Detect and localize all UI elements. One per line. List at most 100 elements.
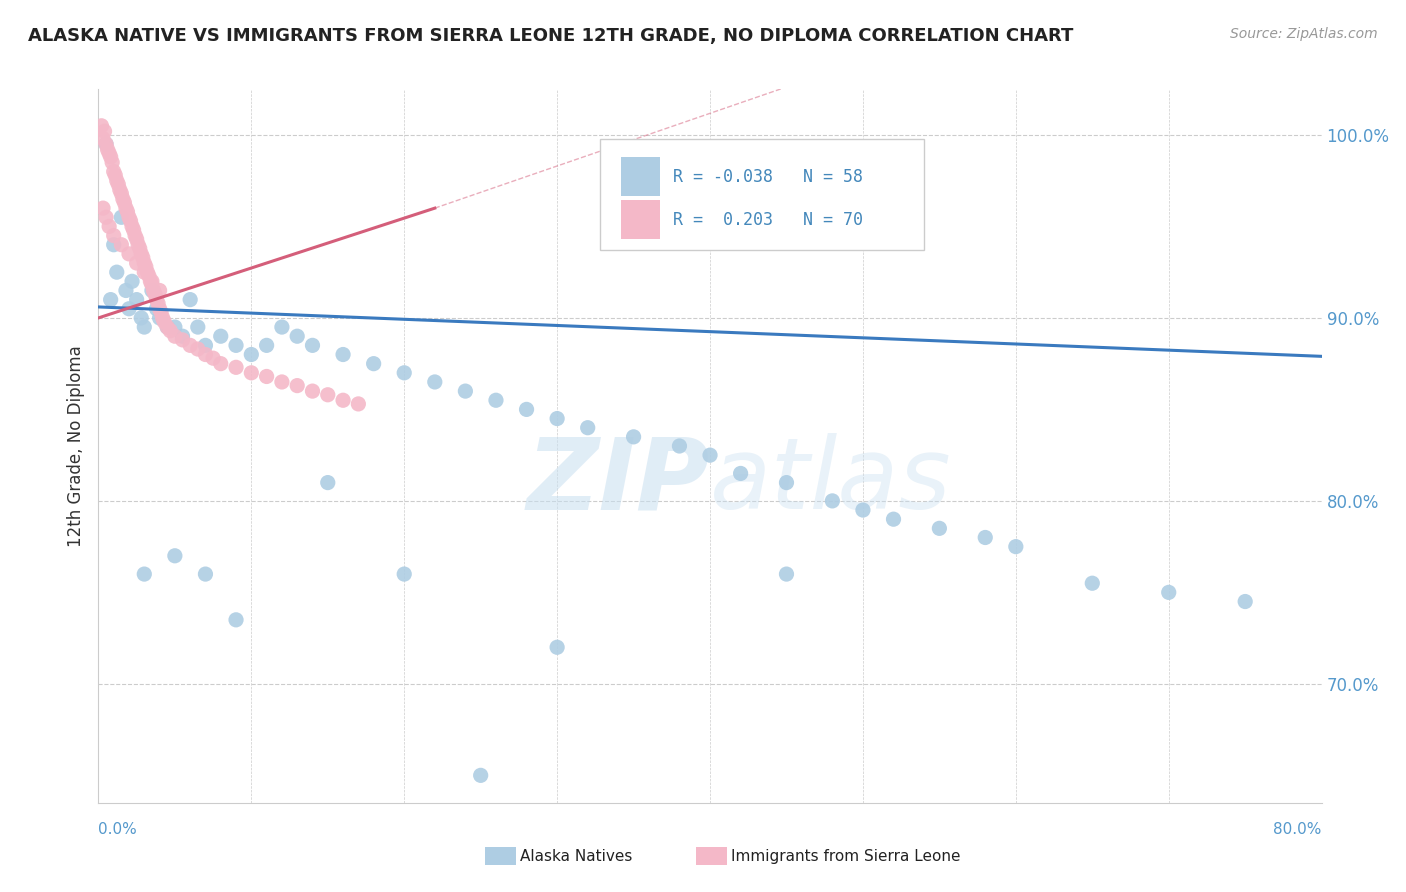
Point: [125, 256, 148, 270]
Text: Alaska Natives: Alaska Natives: [520, 849, 633, 863]
Point: [118, 247, 141, 261]
Point: [576, 420, 599, 434]
FancyBboxPatch shape: [600, 139, 924, 250]
Point: [98, 146, 121, 161]
Point: [141, 274, 163, 288]
Point: [118, 211, 141, 225]
Point: [146, 296, 169, 310]
Point: [423, 375, 446, 389]
Point: [852, 503, 875, 517]
Point: [91, 201, 114, 215]
Point: [128, 241, 150, 255]
Point: [129, 310, 152, 325]
Point: [1081, 576, 1104, 591]
Point: [209, 357, 232, 371]
Point: [332, 393, 354, 408]
Point: [103, 228, 125, 243]
Point: [225, 338, 247, 352]
Point: [156, 320, 179, 334]
Point: [139, 274, 162, 288]
Point: [285, 378, 308, 392]
Point: [94, 137, 117, 152]
Point: [152, 310, 174, 325]
Point: [179, 338, 201, 352]
Point: [623, 430, 645, 444]
Point: [100, 293, 122, 307]
Point: [132, 251, 155, 265]
Point: [129, 247, 152, 261]
Point: [256, 369, 278, 384]
Point: [134, 265, 156, 279]
Point: [928, 521, 950, 535]
Point: [110, 211, 132, 225]
Point: [110, 237, 132, 252]
Point: [91, 131, 114, 145]
Point: [142, 284, 165, 298]
Point: [202, 351, 225, 366]
Text: ZIP: ZIP: [527, 434, 710, 530]
Text: R =  0.203   N = 70: R = 0.203 N = 70: [673, 211, 863, 228]
Point: [107, 178, 129, 192]
Point: [470, 768, 492, 782]
Point: [163, 320, 186, 334]
Point: [138, 268, 160, 283]
Point: [118, 301, 141, 316]
Text: ALASKA NATIVE VS IMMIGRANTS FROM SIERRA LEONE 12TH GRADE, NO DIPLOMA CORRELATION: ALASKA NATIVE VS IMMIGRANTS FROM SIERRA …: [28, 27, 1074, 45]
Point: [135, 260, 157, 274]
Point: [225, 360, 247, 375]
Point: [149, 301, 172, 316]
Point: [104, 168, 127, 182]
Point: [101, 155, 124, 169]
Point: [90, 119, 112, 133]
Point: [145, 301, 167, 316]
Point: [392, 366, 416, 380]
Point: [124, 228, 146, 243]
Point: [974, 531, 997, 545]
Point: [122, 223, 145, 237]
Point: [821, 494, 844, 508]
Point: [156, 320, 179, 334]
Point: [668, 439, 690, 453]
Point: [256, 338, 278, 352]
Point: [730, 467, 752, 481]
Point: [699, 448, 721, 462]
Point: [172, 329, 194, 343]
Point: [141, 284, 163, 298]
Point: [153, 315, 176, 329]
Point: [775, 567, 797, 582]
Text: Source: ZipAtlas.com: Source: ZipAtlas.com: [1230, 27, 1378, 41]
Point: [546, 640, 568, 655]
Point: [883, 512, 905, 526]
Point: [150, 305, 173, 319]
Text: 80.0%: 80.0%: [1274, 822, 1322, 837]
Point: [485, 393, 508, 408]
Point: [363, 357, 385, 371]
Point: [105, 174, 128, 188]
Point: [516, 402, 538, 417]
Point: [1234, 594, 1257, 608]
Point: [546, 411, 568, 425]
Point: [301, 384, 323, 398]
Point: [117, 204, 139, 219]
Point: [775, 475, 797, 490]
Point: [125, 293, 148, 307]
Point: [285, 329, 308, 343]
Point: [103, 237, 125, 252]
Point: [454, 384, 477, 398]
Point: [270, 375, 292, 389]
Point: [98, 219, 121, 234]
Point: [172, 333, 194, 347]
Point: [149, 310, 172, 325]
Point: [127, 237, 149, 252]
Text: atlas: atlas: [710, 434, 952, 530]
Point: [1004, 540, 1026, 554]
Point: [134, 567, 156, 582]
Point: [121, 274, 143, 288]
Point: [209, 329, 232, 343]
Text: Immigrants from Sierra Leone: Immigrants from Sierra Leone: [731, 849, 960, 863]
FancyBboxPatch shape: [620, 157, 659, 196]
Point: [120, 214, 142, 228]
Y-axis label: 12th Grade, No Diploma: 12th Grade, No Diploma: [66, 345, 84, 547]
Point: [332, 347, 354, 361]
Point: [194, 347, 217, 361]
